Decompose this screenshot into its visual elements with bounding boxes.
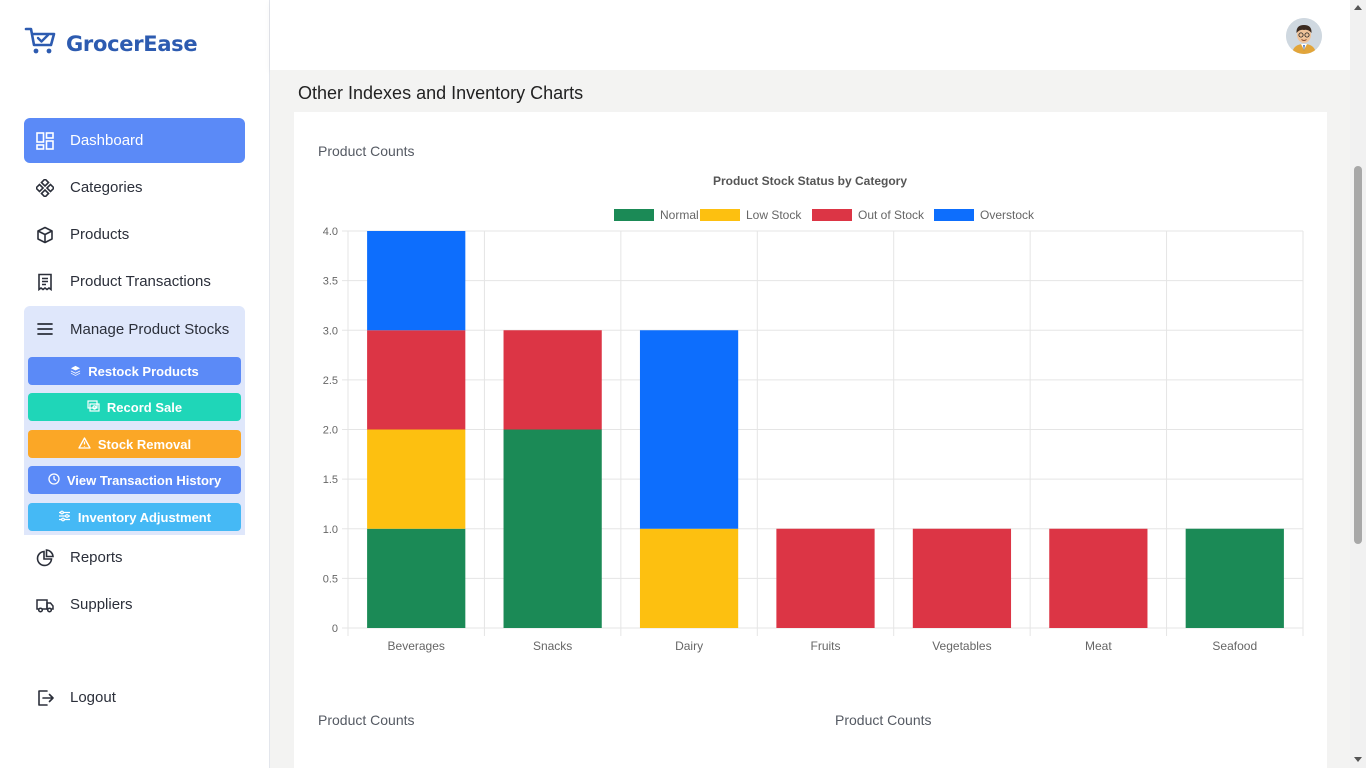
section-title: Other Indexes and Inventory Charts <box>298 83 584 103</box>
scroll-down-arrow-icon[interactable] <box>1354 757 1362 762</box>
chart-bars <box>367 231 1284 628</box>
legend-label[interactable]: Low Stock <box>746 208 802 222</box>
brand-name: GrocerEase <box>66 31 198 56</box>
categories-icon <box>36 178 54 197</box>
view-transaction-history-button[interactable]: View Transaction History <box>28 466 241 494</box>
sidebar-item-label: Reports <box>70 549 123 566</box>
bar-segment[interactable] <box>367 528 466 628</box>
y-tick-label: 0.5 <box>323 573 338 585</box>
sidebar-item-label: Product Transactions <box>70 273 211 290</box>
logout-button[interactable]: Logout <box>24 675 245 720</box>
card-title-secondary: Product Counts <box>318 712 415 728</box>
logout-label: Logout <box>70 689 116 706</box>
x-tick-label: Meat <box>1085 639 1112 653</box>
chart-title: Product Stock Status by Category <box>713 174 907 188</box>
pie-chart-icon <box>36 548 54 567</box>
avatar[interactable] <box>1286 18 1322 54</box>
sub-button-label: Inventory Adjustment <box>77 509 212 525</box>
legend-swatch[interactable] <box>614 209 654 221</box>
box-icon <box>36 226 54 244</box>
legend-swatch[interactable] <box>812 209 852 221</box>
sub-button-label: Record Sale <box>106 399 183 415</box>
y-tick-label: 4.0 <box>323 226 338 238</box>
x-tick-label: Snacks <box>533 639 572 653</box>
page-scrollbar[interactable] <box>1350 0 1366 768</box>
sidebar-item-label: Products <box>70 226 130 243</box>
card-title-tertiary: Product Counts <box>835 712 932 728</box>
sidebar-item-dashboard[interactable]: Dashboard <box>24 118 245 163</box>
sub-button-label: Restock Products <box>88 363 199 379</box>
bar-segment[interactable] <box>367 231 466 331</box>
y-tick-label: 2.5 <box>323 375 338 387</box>
card-title: Product Counts <box>318 143 415 159</box>
restock-products-button[interactable]: Restock Products <box>28 357 241 385</box>
scroll-up-arrow-icon[interactable] <box>1354 5 1362 10</box>
sidebar-item-suppliers[interactable]: Suppliers <box>24 582 245 627</box>
y-tick-label: 1.0 <box>323 524 338 536</box>
sidebar-item-reports[interactable]: Reports <box>24 535 245 580</box>
logout-icon <box>36 689 54 707</box>
clock-icon <box>48 472 60 488</box>
sliders-icon <box>58 510 71 525</box>
bar-segment[interactable] <box>1049 528 1148 628</box>
menu-icon <box>36 320 54 338</box>
sidebar-item-manage-product-stocks[interactable]: Manage Product Stocks <box>24 306 245 352</box>
y-tick-label: 3.0 <box>323 325 338 337</box>
sub-button-label: Stock Removal <box>97 436 192 452</box>
brand-logo[interactable]: GrocerEase <box>24 26 198 61</box>
y-tick-label: 1.5 <box>323 474 338 486</box>
x-tick-label: Beverages <box>388 639 445 653</box>
bar-segment[interactable] <box>367 429 466 529</box>
sub-button-label: View Transaction History <box>66 472 222 488</box>
bar-segment[interactable] <box>776 528 875 628</box>
chart-legend: Normal Low Stock Out of Stock Overstock <box>614 208 1035 222</box>
bar-segment[interactable] <box>912 528 1012 628</box>
chart-card: Product Counts Product Stock Status by C… <box>294 112 1327 768</box>
warning-icon <box>78 436 91 452</box>
truck-icon <box>36 596 54 614</box>
x-tick-label: Fruits <box>811 639 841 653</box>
x-tick-label: Vegetables <box>932 639 991 653</box>
layers-icon <box>70 364 81 379</box>
sidebar-item-products[interactable]: Products <box>24 212 245 257</box>
legend-label[interactable]: Normal <box>660 208 699 222</box>
scrollbar-thumb[interactable] <box>1354 166 1362 544</box>
x-tick-label: Dairy <box>675 639 703 653</box>
inventory-adjustment-button[interactable]: Inventory Adjustment <box>28 503 241 531</box>
bar-segment[interactable] <box>639 528 739 628</box>
sidebar: GrocerEase Dashboard Categories <box>0 0 270 768</box>
legend-swatch[interactable] <box>934 209 974 221</box>
top-header <box>270 0 1350 70</box>
bar-segment[interactable] <box>503 330 602 430</box>
sidebar-item-label: Suppliers <box>70 596 133 613</box>
legend-label[interactable]: Overstock <box>980 208 1035 222</box>
y-tick-label: 2.0 <box>323 425 338 437</box>
legend-swatch[interactable] <box>700 209 740 221</box>
y-tick-label: 3.5 <box>323 276 338 288</box>
x-tick-label: Seafood <box>1212 639 1257 653</box>
record-sale-button[interactable]: Record Sale <box>28 393 241 421</box>
bar-segment[interactable] <box>503 429 602 629</box>
sidebar-item-categories[interactable]: Categories <box>24 165 245 210</box>
stock-status-chart: Product Stock Status by Category Normal L… <box>323 174 1304 653</box>
bar-segment[interactable] <box>367 330 466 430</box>
sidebar-item-label: Manage Product Stocks <box>70 320 230 338</box>
legend-label[interactable]: Out of Stock <box>858 208 925 222</box>
chart-axis-labels: 0 0.5 1.0 1.5 2.0 2.5 3.0 3.5 4.0 Beverages Snacks… <box>323 226 1257 653</box>
dashboard-icon <box>36 131 54 150</box>
bar-segment[interactable] <box>1185 528 1284 628</box>
stock-removal-button[interactable]: Stock Removal <box>28 430 241 458</box>
manage-stocks-submenu: Restock Products Record Sale Stock Remov… <box>24 352 245 535</box>
cart-logo-icon <box>24 26 58 61</box>
sidebar-item-product-transactions[interactable]: Product Transactions <box>24 259 245 304</box>
y-tick-label: 0 <box>332 623 338 635</box>
receipt-icon <box>36 273 54 291</box>
main-content: Other Indexes and Inventory Charts Produ… <box>270 70 1350 768</box>
sidebar-item-label: Dashboard <box>70 132 144 149</box>
bar-segment[interactable] <box>639 330 739 529</box>
sidebar-item-label: Categories <box>70 179 143 196</box>
cash-icon <box>87 399 100 415</box>
